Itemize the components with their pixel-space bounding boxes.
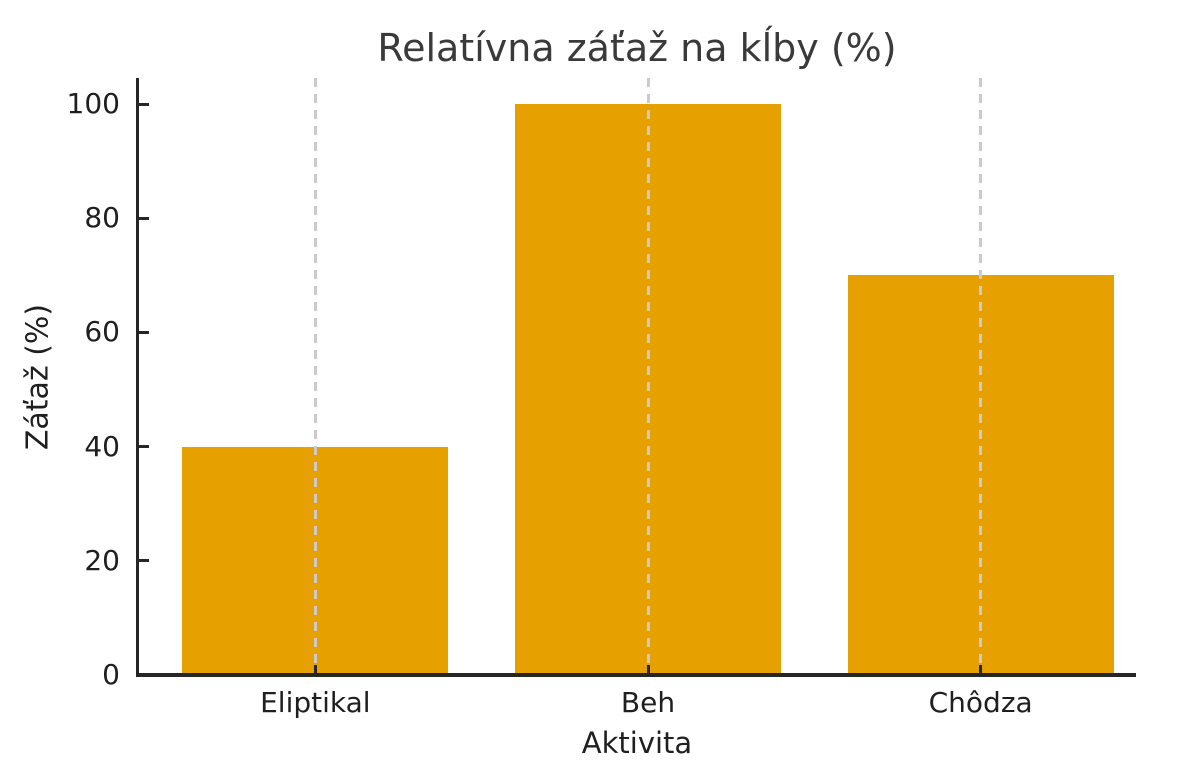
y-tick-20 — [138, 559, 149, 563]
x-axis-label: Aktivita — [581, 726, 693, 760]
gridline-2 — [646, 78, 650, 675]
y-tick-0 — [138, 673, 149, 677]
x-tick-label-1: Eliptikal — [260, 686, 371, 719]
y-tick-label-80: 80 — [84, 201, 120, 235]
y-tick-label-100: 100 — [66, 87, 120, 120]
x-tick-label-3: Chôdza — [928, 686, 1033, 719]
x-axis-spine — [136, 673, 1136, 677]
x-tick-1 — [313, 665, 317, 675]
y-axis-spine — [136, 78, 139, 677]
chart-title: Relatívna záťaž na kĺby (%) — [377, 26, 897, 70]
y-tick-60 — [138, 330, 149, 334]
y-tick-label-40: 40 — [84, 429, 120, 463]
y-tick-100 — [138, 102, 149, 106]
y-tick-label-60: 60 — [84, 315, 120, 349]
y-tick-label-20: 20 — [84, 543, 120, 577]
x-tick-label-2: Beh — [620, 686, 676, 719]
gridline-3 — [979, 78, 983, 675]
y-tick-40 — [138, 445, 149, 449]
plot-area: 0 20 40 60 80 100 Eliptikal Beh Chôdza — [67, 78, 1136, 719]
x-tick-2 — [646, 665, 650, 675]
y-tick-80 — [138, 216, 149, 220]
x-tick-3 — [979, 665, 983, 675]
y-tick-label-0: 0 — [102, 658, 120, 691]
gridline-1 — [313, 78, 317, 675]
